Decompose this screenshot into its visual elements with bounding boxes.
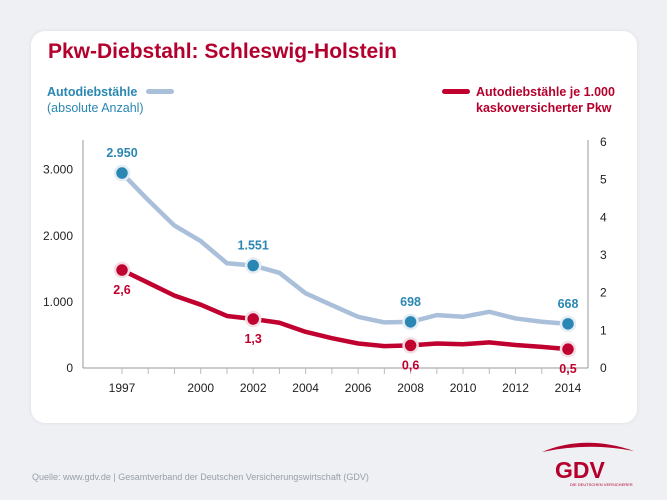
- y-left-tick-label: 0: [66, 361, 73, 375]
- y-right-tick-label: 5: [600, 173, 607, 187]
- chart-card: [31, 31, 637, 423]
- y-right-tick-label: 4: [600, 210, 607, 224]
- y-right-tick-label: 0: [600, 361, 607, 375]
- series-line-rate: [121, 267, 569, 352]
- legend-absolute: Autodiebstähle (absolute Anzahl): [47, 84, 144, 116]
- data-label-rate: 0,5: [559, 362, 576, 376]
- legend-absolute-sublabel: (absolute Anzahl): [47, 101, 144, 115]
- data-point-rate: [559, 340, 577, 358]
- x-tick-label: 2004: [292, 381, 319, 395]
- data-label-absolute: 2.950: [106, 146, 137, 160]
- x-tick-label: 2012: [502, 381, 529, 395]
- x-tick-label: 2000: [187, 381, 214, 395]
- data-point-rate: [402, 337, 419, 354]
- gdv-logo: GDV DIE DEUTSCHEN VERSICHERER: [542, 442, 634, 487]
- legend-rate-sublabel: kaskoversicherter Pkw: [476, 101, 612, 115]
- legend-rate-swatch: [442, 89, 470, 94]
- svg-text:DIE DEUTSCHEN VERSICHERER: DIE DEUTSCHEN VERSICHERER: [570, 482, 633, 487]
- x-tick-label: 2006: [345, 381, 372, 395]
- y-left-tick-label: 1.000: [43, 295, 73, 309]
- y-right-tick-label: 3: [600, 248, 607, 262]
- data-point-rate: [244, 310, 262, 328]
- data-label-absolute: 1.551: [238, 238, 269, 252]
- data-label-absolute: 668: [558, 297, 579, 311]
- data-label-absolute: 698: [400, 295, 421, 309]
- data-point-absolute: [402, 313, 419, 331]
- legend-rate: Autodiebstähle je 1.000 kaskoversicherte…: [476, 84, 615, 116]
- x-tick-label: 2014: [555, 381, 582, 395]
- data-point-absolute: [559, 315, 577, 333]
- y-left-tick-label: 2.000: [43, 229, 73, 243]
- x-tick-label: 2002: [240, 381, 267, 395]
- y-left-tick-label: 3.000: [43, 163, 73, 177]
- x-tick-label: 2010: [450, 381, 477, 395]
- y-right-tick-label: 6: [600, 135, 607, 149]
- data-point-absolute: [113, 164, 131, 182]
- data-label-rate: 2,6: [113, 283, 130, 297]
- series-line-absolute: [120, 171, 569, 327]
- y-right-tick-label: 1: [600, 323, 607, 337]
- data-label-rate: 1,3: [244, 332, 261, 346]
- legend-absolute-swatch: [146, 89, 174, 94]
- y-right-tick-label: 2: [600, 286, 607, 300]
- data-point-rate: [113, 261, 131, 279]
- data-label-rate: 0,6: [402, 358, 419, 372]
- source-note: Quelle: www.gdv.de | Gesamtverband der D…: [32, 472, 369, 482]
- chart-title: Pkw-Diebstahl: Schleswig-Holstein: [48, 40, 397, 63]
- legend-absolute-label: Autodiebstähle: [47, 85, 138, 99]
- x-tick-label: 1997: [109, 381, 136, 395]
- data-point-absolute: [244, 257, 262, 274]
- svg-text:GDV: GDV: [555, 457, 606, 483]
- legend-rate-label: Autodiebstähle je 1.000: [476, 85, 615, 99]
- x-tick-label: 2008: [397, 381, 424, 395]
